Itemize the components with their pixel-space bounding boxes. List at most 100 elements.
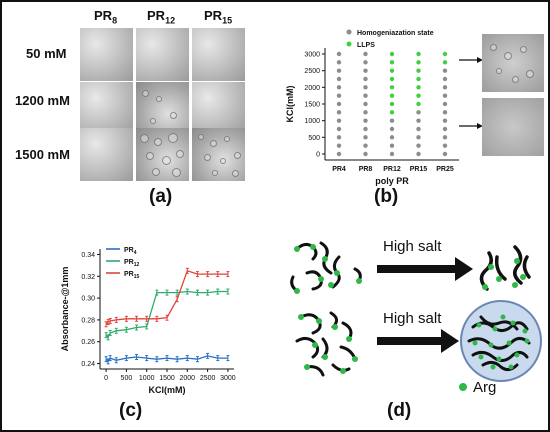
c-y-tick-label: 0.28 bbox=[81, 317, 95, 324]
b-llps-point bbox=[416, 101, 421, 107]
b-y-tick-label: 2000 bbox=[304, 85, 320, 92]
arg-legend-dot bbox=[459, 383, 467, 391]
b-llps-point bbox=[416, 60, 421, 65]
b-homogeneous-point bbox=[363, 118, 368, 123]
c-x-axis-title: KCl(mM) bbox=[149, 385, 186, 395]
panel-a: PR8 PR12 PR15 50 mM 1200 mM 1500 mM bbox=[2, 2, 277, 217]
b-homogeneous-point bbox=[336, 126, 342, 132]
arrow-2-shaft bbox=[377, 337, 443, 345]
b-homogeneous-point bbox=[416, 151, 421, 157]
c-x-tick-label: 1000 bbox=[139, 375, 155, 382]
arrow-1-shaft bbox=[377, 265, 455, 273]
b-llps-point bbox=[389, 51, 395, 57]
row-head-50mm: 50 mM bbox=[26, 46, 67, 61]
b-homogeneous-point bbox=[336, 118, 342, 123]
b-homogeneous-point bbox=[363, 135, 368, 140]
b-homogeneous-point bbox=[336, 110, 342, 115]
b-x-tick-label: PR12 bbox=[383, 166, 401, 173]
b-homogeneous-point bbox=[336, 76, 342, 82]
b-homogeneous-point bbox=[363, 85, 368, 90]
b-homogeneous-point bbox=[442, 76, 448, 82]
c-legend-label-pr4: PR4 bbox=[124, 247, 137, 256]
b-homogeneous-point bbox=[363, 76, 368, 82]
b-llps-point bbox=[416, 51, 421, 57]
b-llps-point bbox=[389, 68, 395, 73]
c-x-tick-label: 3000 bbox=[220, 375, 236, 382]
arg-dots-top-right bbox=[482, 258, 526, 290]
b-x-tick-label: PR25 bbox=[436, 166, 454, 173]
b-homogeneous-point bbox=[442, 85, 448, 90]
b-homogeneous-point bbox=[389, 143, 395, 148]
row-head-1200mm: 1200 mM bbox=[15, 93, 70, 108]
b-homogeneous-point bbox=[442, 118, 448, 123]
micrograph-pr12-1200 bbox=[136, 82, 189, 135]
panel-c-chart: 0.24 0.26 0.28 0.30 0.32 0.34 0 500 1000 1500 2000… bbox=[60, 247, 236, 395]
b-llps-point bbox=[416, 93, 421, 98]
c-y-tick-label: 0.26 bbox=[81, 339, 95, 346]
c-x-tick-label: 2000 bbox=[180, 375, 196, 382]
c-legend-label-pr12: PR12 bbox=[124, 259, 140, 268]
llps-micrograph-inset bbox=[482, 34, 544, 92]
panel-b: 0 500 1000 1500 2000 2500 3000 PR4 PR8 PR12 PR15 PR… bbox=[277, 2, 548, 217]
b-homogeneous-point bbox=[363, 68, 368, 73]
micrograph-pr12-50 bbox=[136, 28, 189, 81]
b-legend-llps-label: LLPS bbox=[357, 42, 375, 49]
b-x-tick-label: PR15 bbox=[410, 166, 428, 173]
b-llps-point bbox=[389, 110, 395, 115]
row-head-1500mm: 1500 mM bbox=[15, 147, 70, 162]
panel-d-schematic: High salt bbox=[290, 238, 542, 396]
b-homogeneous-point bbox=[442, 126, 448, 132]
b-homogeneous-point bbox=[363, 110, 368, 115]
b-homogeneous-point bbox=[336, 60, 342, 65]
arrow-1-head bbox=[455, 257, 473, 281]
b-homogeneous-point bbox=[336, 51, 342, 57]
b-x-tick-label: PR8 bbox=[359, 166, 373, 173]
b-llps-point bbox=[416, 76, 421, 82]
b-homogeneous-point bbox=[416, 126, 421, 132]
b-homogeneous-point bbox=[363, 126, 368, 132]
micrograph-pr15-50 bbox=[192, 28, 245, 81]
b-llps-point bbox=[416, 68, 421, 73]
b-homogeneous-point bbox=[416, 110, 421, 115]
b-homogeneous-point bbox=[442, 151, 448, 157]
c-x-tick-label: 500 bbox=[121, 375, 133, 382]
b-homogeneous-point bbox=[389, 135, 395, 140]
b-llps-point bbox=[389, 93, 395, 98]
b-homogeneous-point bbox=[336, 68, 342, 73]
panel-b-label: (b) bbox=[374, 186, 399, 207]
b-y-tick-label: 1500 bbox=[304, 102, 320, 109]
b-y-tick-label: 3000 bbox=[304, 52, 320, 59]
b-homogeneous-point bbox=[363, 60, 368, 65]
c-y-tick-label: 0.34 bbox=[81, 252, 95, 259]
b-homogeneous-point bbox=[336, 85, 342, 90]
c-x-tick-label: 2500 bbox=[200, 375, 216, 382]
micrograph-pr8-1200 bbox=[80, 82, 133, 135]
c-y-axis-title: Absorbance-@1mm bbox=[60, 267, 70, 352]
b-y-axis-title: KCl(mM) bbox=[285, 86, 295, 123]
panel-d: High salt bbox=[277, 217, 548, 430]
b-homogeneous-point bbox=[442, 110, 448, 115]
b-arrow-homogeneous-head bbox=[477, 123, 483, 129]
b-y-tick-label: 0 bbox=[316, 152, 320, 159]
b-homogeneous-point bbox=[336, 93, 342, 98]
panel-b-chart: 0 500 1000 1500 2000 2500 3000 PR4 PR8 PR12 PR15 PR… bbox=[285, 29, 483, 186]
b-homogeneous-point bbox=[442, 101, 448, 107]
b-homogeneous-point bbox=[336, 135, 342, 140]
b-x-tick-label: PR4 bbox=[332, 166, 346, 173]
droplet bbox=[460, 300, 542, 382]
b-arrow-llps-head bbox=[477, 57, 483, 63]
col-head-pr15: PR15 bbox=[204, 8, 233, 26]
arrow-2-head bbox=[441, 329, 459, 353]
arg-dots-bottom-left bbox=[298, 314, 358, 374]
b-homogeneous-point bbox=[336, 143, 342, 148]
c-x-tick-label: 0 bbox=[104, 375, 108, 382]
b-homogeneous-point bbox=[363, 151, 368, 157]
arg-dots-top-left bbox=[294, 244, 362, 294]
b-homogeneous-point bbox=[336, 151, 342, 157]
b-homogeneous-point bbox=[363, 143, 368, 148]
c-series-line-pr12 bbox=[105, 290, 228, 339]
b-llps-point bbox=[416, 85, 421, 90]
col-head-pr8: PR8 bbox=[94, 8, 118, 26]
b-llps-point bbox=[389, 60, 395, 65]
b-llps-point bbox=[442, 60, 448, 65]
